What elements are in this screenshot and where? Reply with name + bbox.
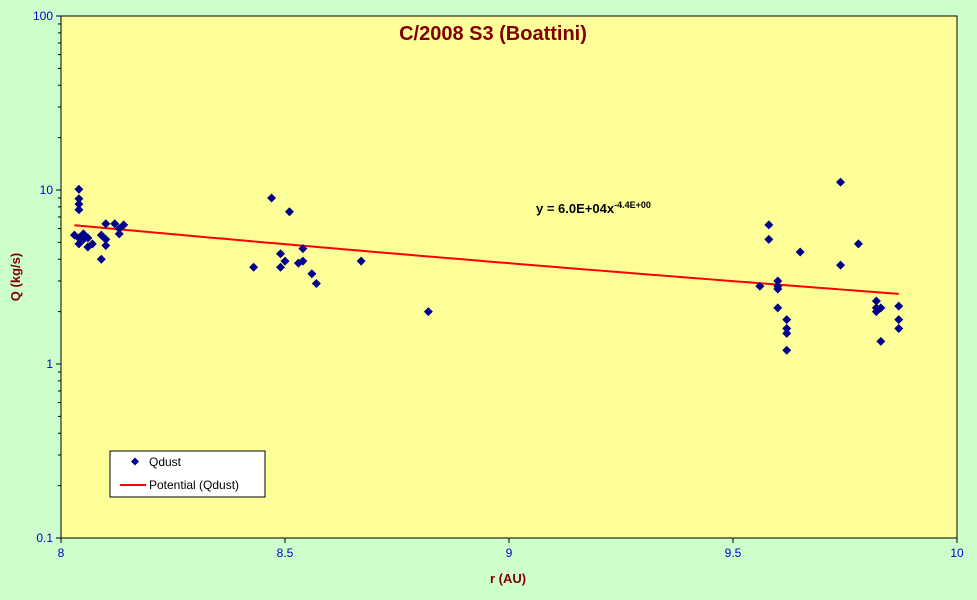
x-tick-label: 8 xyxy=(58,546,65,560)
data-point xyxy=(101,219,111,229)
data-point xyxy=(894,301,904,311)
legend-label-trendline: Potential (Qdust) xyxy=(149,478,239,492)
legend-label-qdust: Qdust xyxy=(149,455,182,469)
data-point xyxy=(307,269,317,279)
data-point xyxy=(119,220,129,230)
data-point xyxy=(74,205,84,215)
data-points xyxy=(69,177,904,355)
x-tick-label: 8.5 xyxy=(277,546,294,560)
data-point xyxy=(284,207,294,217)
data-point xyxy=(782,328,792,338)
x-axis-ticks: 8 8.5 9 9.5 10 xyxy=(58,538,964,560)
data-point xyxy=(74,239,84,249)
data-point xyxy=(101,234,111,244)
data-point xyxy=(853,239,863,249)
x-tick-label: 9 xyxy=(506,546,513,560)
y-tick-label: 100 xyxy=(33,9,53,23)
data-point xyxy=(74,184,84,194)
data-point xyxy=(782,345,792,355)
trendline-equation: y = 6.0E+04x-4.4E+00 xyxy=(536,200,651,216)
data-point xyxy=(782,315,792,325)
y-tick-label: 1 xyxy=(46,357,53,371)
chart-title: C/2008 S3 (Boattini) xyxy=(399,23,587,45)
x-tick-label: 10 xyxy=(950,546,964,560)
data-point xyxy=(836,260,846,270)
trendline-equation-exponent: -4.4E+00 xyxy=(614,200,651,210)
data-point xyxy=(876,303,886,313)
x-axis-title: r (AU) xyxy=(490,571,526,586)
data-point xyxy=(894,315,904,325)
data-point xyxy=(764,234,774,244)
y-axis-title: Q (kg/s) xyxy=(8,253,23,301)
data-point xyxy=(356,256,366,266)
data-point xyxy=(267,193,277,203)
legend-marker-qdust xyxy=(131,457,139,466)
x-tick-label: 9.5 xyxy=(725,546,742,560)
data-point xyxy=(773,303,783,313)
data-point xyxy=(74,194,84,204)
data-point xyxy=(101,240,111,250)
data-point xyxy=(755,281,765,291)
data-point xyxy=(836,177,846,187)
data-point xyxy=(114,229,124,239)
data-point xyxy=(423,307,433,317)
y-axis-ticks: 0.1 1 10 100 xyxy=(33,9,61,545)
data-point xyxy=(795,247,805,257)
data-point xyxy=(311,279,321,289)
data-point xyxy=(110,219,120,229)
data-point xyxy=(74,199,84,209)
data-point xyxy=(276,249,286,259)
data-point xyxy=(87,239,97,249)
y-tick-label: 0.1 xyxy=(36,531,53,545)
data-point xyxy=(280,256,290,266)
trendline-equation-base: y = 6.0E+04x xyxy=(536,201,615,216)
data-point xyxy=(96,254,106,264)
data-point xyxy=(894,323,904,333)
data-point xyxy=(773,276,783,286)
data-point xyxy=(298,244,308,254)
data-point xyxy=(782,323,792,333)
data-point xyxy=(249,262,259,272)
data-point xyxy=(764,220,774,230)
data-point xyxy=(773,284,783,294)
data-point xyxy=(83,233,93,243)
legend: Qdust Potential (Qdust) xyxy=(109,450,266,498)
data-point xyxy=(298,256,308,266)
y-tick-label: 10 xyxy=(40,183,54,197)
data-point xyxy=(871,296,881,306)
data-point xyxy=(276,262,286,272)
data-point xyxy=(876,336,886,346)
